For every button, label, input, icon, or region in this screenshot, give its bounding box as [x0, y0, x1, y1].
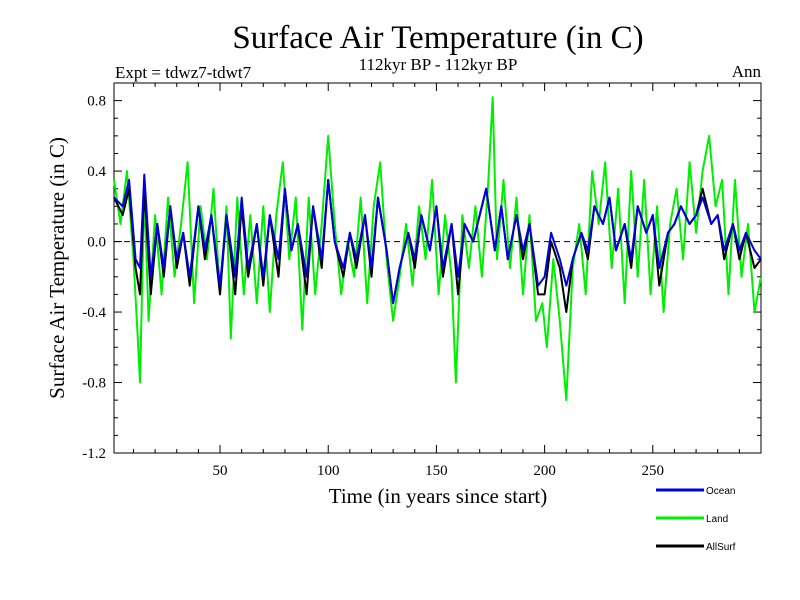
- legend-label-allsurf: AllSurf: [706, 542, 736, 553]
- y-tick-label: 0.4: [87, 164, 106, 180]
- season-label: Ann: [732, 62, 762, 81]
- y-tick-label: -1.2: [82, 446, 106, 462]
- x-axis-label: Time (in years since start): [329, 484, 548, 508]
- legend-label-land: Land: [706, 514, 728, 525]
- y-tick-label: 0.0: [87, 235, 106, 251]
- experiment-label: Expt = tdwz7-tdwt7: [115, 63, 252, 82]
- chart-title: Surface Air Temperature (in C): [232, 20, 643, 56]
- legend-label-ocean: Ocean: [706, 486, 735, 497]
- x-tick-label: 150: [425, 463, 448, 479]
- series-line-ocean: [113, 173, 762, 305]
- series-lines: [113, 96, 762, 402]
- x-tick-label: 50: [213, 463, 228, 479]
- chart-subtitle: 112kyr BP - 112kyr BP: [359, 55, 518, 74]
- axis-tick-labels: 50 100 150 200 250 -1.2 -0.8 -0.4 0.0 0.4 0.8: [82, 94, 664, 479]
- legend: Ocean Land AllSurf: [656, 486, 736, 553]
- y-axis-label: Surface Air Temperature (in C): [45, 137, 69, 399]
- x-tick-label: 250: [642, 463, 665, 479]
- plot-frame: [113, 82, 762, 454]
- y-tick-label: -0.8: [82, 376, 106, 392]
- axis-ticks: [114, 83, 761, 453]
- x-tick-label: 200: [533, 463, 556, 479]
- series-line-land: [113, 96, 762, 402]
- y-tick-label: 0.8: [87, 94, 106, 110]
- y-tick-label: -0.4: [82, 305, 106, 321]
- x-tick-label: 100: [317, 463, 340, 479]
